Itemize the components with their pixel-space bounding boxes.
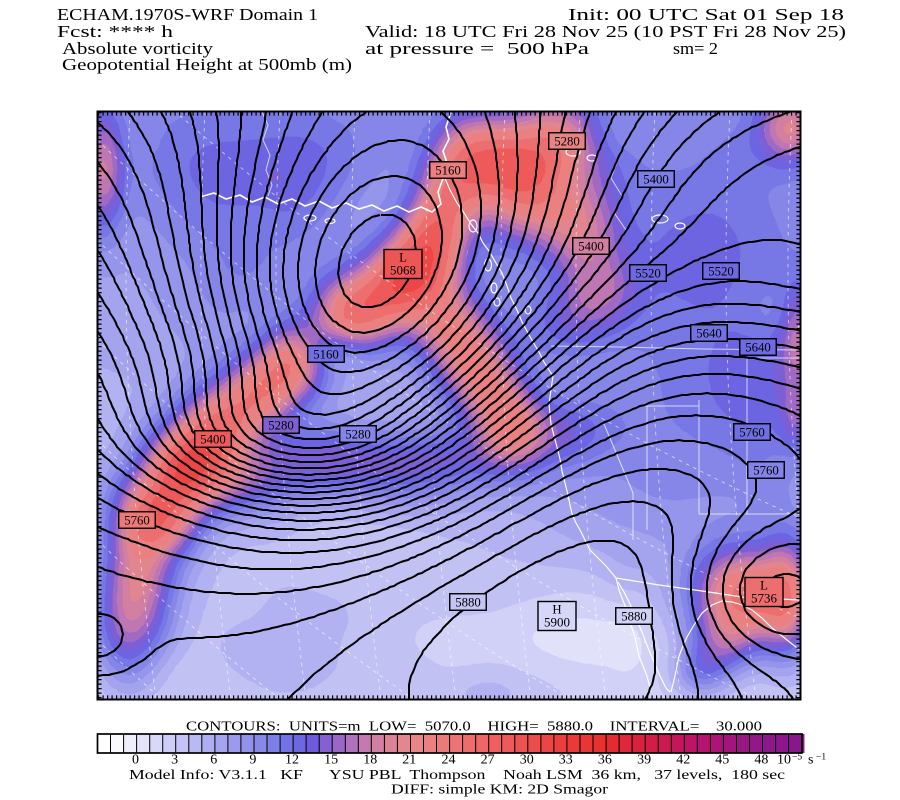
svg-text:5400: 5400 xyxy=(578,239,604,253)
svg-text:0: 0 xyxy=(132,753,139,768)
svg-text:45: 45 xyxy=(715,753,729,768)
svg-text:Model Info: V3.1.1 KF Y: Model Info: V3.1.1 KF YSU PBL Thompson N… xyxy=(129,768,785,783)
svg-text:L: L xyxy=(760,579,768,593)
svg-text:5160: 5160 xyxy=(435,163,461,177)
svg-text:10: 10 xyxy=(777,753,791,768)
svg-text:Valid: 18 UTC Fri 28 Nov 25 (1: Valid: 18 UTC Fri 28 Nov 25 (10 PST Fri … xyxy=(365,22,846,41)
svg-text:39: 39 xyxy=(637,753,651,768)
svg-text:27: 27 xyxy=(481,753,495,768)
svg-text:5640: 5640 xyxy=(696,326,722,340)
svg-text:9: 9 xyxy=(249,753,256,768)
svg-text:5280: 5280 xyxy=(345,427,371,441)
svg-text:5160: 5160 xyxy=(313,347,339,361)
svg-text:−1: −1 xyxy=(816,753,826,763)
svg-text:sm= 2: sm= 2 xyxy=(673,39,718,58)
svg-text:−5: −5 xyxy=(792,753,802,763)
svg-text:Geopotential Height at 500mb (: Geopotential Height at 500mb (m) xyxy=(62,55,352,74)
svg-text:CONTOURS: UNITS=m LOW= 5070: CONTOURS: UNITS=m LOW= 5070.0 HIGH= 5880… xyxy=(186,720,762,735)
svg-text:18: 18 xyxy=(363,753,377,768)
svg-text:5760: 5760 xyxy=(124,513,150,527)
svg-text:5520: 5520 xyxy=(635,266,661,280)
svg-text:5520: 5520 xyxy=(708,264,734,278)
svg-text:5880: 5880 xyxy=(455,595,481,609)
svg-text:s: s xyxy=(808,753,813,768)
svg-text:3: 3 xyxy=(171,753,178,768)
svg-text:42: 42 xyxy=(676,753,690,768)
svg-text:15: 15 xyxy=(324,753,338,768)
svg-text:12: 12 xyxy=(285,753,299,768)
svg-text:L: L xyxy=(399,251,407,265)
svg-text:5068: 5068 xyxy=(390,263,416,278)
svg-text:5760: 5760 xyxy=(739,425,765,439)
svg-text:5900: 5900 xyxy=(544,615,570,630)
svg-text:24: 24 xyxy=(442,753,456,768)
svg-text:Fcst: **** h: Fcst: **** h xyxy=(57,22,174,41)
svg-text:5880: 5880 xyxy=(621,609,647,623)
svg-text:Init: 00 UTC Sat 01 Sep 18: Init: 00 UTC Sat 01 Sep 18 xyxy=(568,5,844,24)
svg-text:48: 48 xyxy=(754,753,768,768)
svg-text:H: H xyxy=(552,603,561,617)
svg-text:21: 21 xyxy=(402,753,416,768)
svg-text:36: 36 xyxy=(598,753,612,768)
svg-text:Absolute vorticity: Absolute vorticity xyxy=(62,39,214,58)
svg-text:at pressure = 500 hPa: at pressure = 500 hPa xyxy=(365,39,590,58)
svg-text:5640: 5640 xyxy=(745,340,771,354)
svg-text:5736: 5736 xyxy=(751,591,778,606)
svg-text:5280: 5280 xyxy=(268,418,294,432)
svg-text:DIFF: simple KM: 2D Smagor: DIFF: simple KM: 2D Smagor xyxy=(391,783,608,798)
svg-text:ECHAM.1970S-WRF Domain 1: ECHAM.1970S-WRF Domain 1 xyxy=(57,5,318,24)
svg-text:5760: 5760 xyxy=(753,463,779,477)
svg-text:30: 30 xyxy=(520,753,534,768)
svg-text:5280: 5280 xyxy=(554,134,580,148)
svg-text:6: 6 xyxy=(210,753,217,768)
svg-text:5400: 5400 xyxy=(643,172,669,186)
svg-text:5400: 5400 xyxy=(200,432,226,446)
svg-text:33: 33 xyxy=(559,753,573,768)
